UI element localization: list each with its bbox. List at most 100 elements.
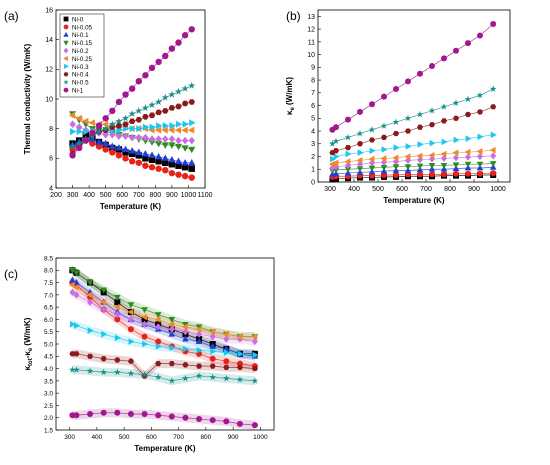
legend-label: Ni-0.25 — [72, 56, 93, 63]
data-point — [155, 343, 162, 350]
data-point — [148, 101, 156, 109]
data-point — [162, 52, 169, 60]
series-ni-0-3 — [69, 321, 259, 359]
data-point — [357, 149, 364, 156]
data-point — [115, 117, 123, 125]
data-point — [477, 152, 483, 161]
data-point — [168, 45, 176, 52]
data-point — [115, 122, 123, 129]
data-point — [181, 32, 189, 39]
data-point — [148, 112, 156, 119]
series-ni-0-4 — [329, 104, 497, 156]
data-point — [73, 291, 80, 299]
legend-marker — [63, 24, 69, 30]
y-tick-label: 6 — [311, 103, 315, 110]
data-point — [86, 280, 94, 287]
data-point — [162, 122, 170, 130]
data-point — [114, 409, 121, 416]
data-point — [453, 47, 459, 54]
data-point — [114, 357, 121, 363]
data-point — [356, 157, 363, 164]
series-band — [72, 349, 255, 381]
data-point — [182, 414, 189, 421]
data-point — [357, 141, 363, 147]
series-ni-0-15 — [329, 161, 497, 175]
data-point — [181, 100, 189, 107]
series-ni-0-2 — [329, 152, 497, 172]
data-point — [69, 267, 76, 274]
data-point — [72, 284, 79, 291]
y-axis-label-subscript: e — [290, 107, 296, 111]
y-tick-label: 16 — [45, 7, 53, 14]
data-point — [223, 364, 230, 370]
data-point — [168, 377, 176, 384]
data-point — [148, 135, 156, 143]
data-point — [181, 84, 189, 92]
x-tick-label: 1000 — [181, 192, 197, 199]
y-tick-label: 1.5 — [44, 427, 53, 434]
data-point — [381, 134, 387, 141]
data-point — [122, 145, 130, 152]
y-tick-label: 13 — [307, 14, 315, 21]
data-point — [181, 126, 188, 134]
y-tick-label: 6.0 — [44, 317, 53, 324]
data-point — [209, 373, 217, 381]
y-tick-label: 4.5 — [44, 354, 53, 361]
data-point — [209, 342, 216, 349]
data-point — [168, 155, 176, 163]
data-point — [75, 144, 83, 152]
y-tick-label: 10 — [307, 52, 315, 59]
data-point — [155, 109, 162, 116]
series-ni-0-4 — [69, 351, 258, 379]
data-point — [393, 144, 400, 151]
data-point — [369, 147, 376, 155]
x-tick-label: 900 — [468, 186, 480, 193]
data-point — [73, 270, 80, 277]
data-point — [328, 140, 336, 147]
data-point — [440, 103, 448, 110]
series-ni-0-2 — [69, 288, 258, 346]
data-point — [333, 124, 339, 131]
data-point — [141, 307, 148, 314]
data-point — [114, 299, 121, 306]
data-point — [135, 116, 142, 123]
data-point — [128, 109, 136, 117]
data-point — [332, 137, 340, 145]
x-tick-label: 300 — [64, 434, 75, 441]
series-band — [72, 275, 255, 361]
data-point — [236, 376, 244, 383]
data-point — [251, 377, 259, 384]
data-point — [453, 170, 459, 177]
y-tick-label: 2.5 — [44, 403, 53, 410]
data-point — [142, 162, 149, 169]
data-point — [175, 162, 182, 169]
data-point — [135, 152, 142, 159]
data-point — [489, 146, 496, 154]
data-point — [154, 373, 162, 381]
data-point — [156, 122, 163, 130]
data-point — [453, 154, 459, 162]
y-tick-label: 4 — [49, 185, 53, 192]
data-point — [196, 346, 203, 354]
data-point — [88, 135, 96, 142]
data-point — [142, 72, 149, 79]
data-point — [127, 302, 135, 309]
data-point — [149, 123, 156, 131]
data-point — [416, 110, 424, 118]
data-point — [429, 63, 435, 70]
y-axis-label-subscript: e — [28, 347, 34, 351]
data-point — [162, 167, 169, 174]
data-point — [100, 356, 107, 362]
x-tick-label: 800 — [149, 192, 161, 199]
data-point — [368, 126, 376, 133]
data-point — [237, 350, 244, 358]
data-point — [86, 367, 94, 374]
x-tick-label: 400 — [83, 192, 95, 199]
y-tick-label: 3.0 — [44, 391, 53, 398]
y-axis-label-part: (W/mK) — [23, 317, 32, 348]
legend-marker — [63, 47, 69, 54]
data-point — [127, 315, 134, 324]
data-point — [393, 85, 399, 92]
series-ni-0-5 — [68, 366, 259, 384]
x-tick-label: 700 — [133, 192, 145, 199]
